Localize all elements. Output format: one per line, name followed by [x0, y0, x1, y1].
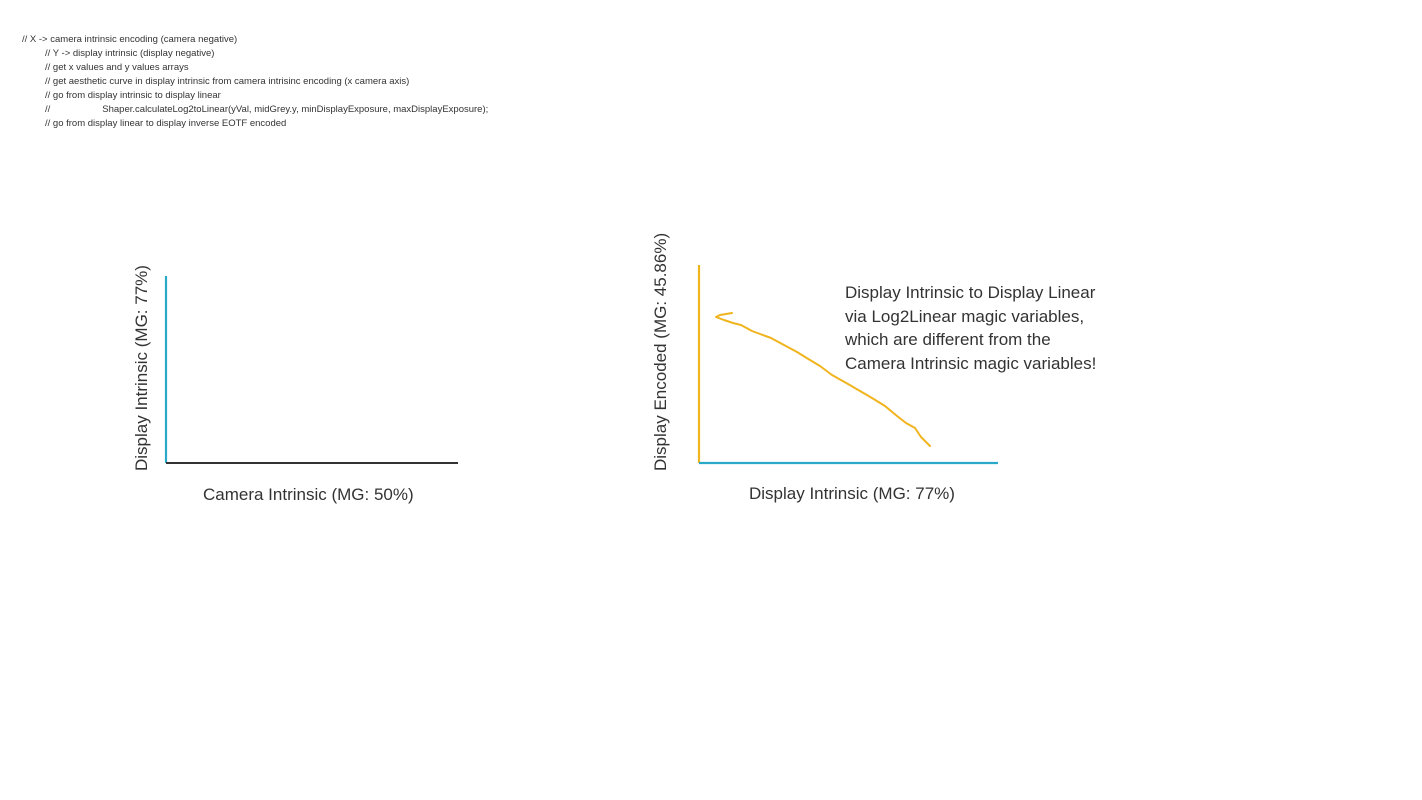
annotation-line: Camera Intrinsic magic variables! [845, 353, 1097, 373]
comment-line: // go from display intrinsic to display … [45, 90, 221, 101]
comment-line-with-call: // Shaper.calculateLog2toLinear(yVal, mid… [22, 103, 488, 117]
comment-slashes: // [45, 104, 51, 115]
left-x-axis-label: Camera Intrinsic (MG: 50%) [203, 485, 414, 504]
annotation-text: Display Intrinsic to Display Linear via … [845, 281, 1096, 375]
annotation-line: Display Intrinsic to Display Linear [845, 283, 1096, 302]
comment-line: // go from display linear to display inv… [45, 118, 287, 129]
comment-line: // get aesthetic curve in display intrin… [45, 76, 410, 87]
right-x-axis-label: Display Intrinsic (MG: 77%) [749, 484, 955, 503]
shaper-call: Shaper.calculateLog2toLinear(yVal, midGr… [102, 104, 489, 115]
comment-line: // X -> camera intrinsic encoding (camer… [22, 34, 238, 45]
annotation-line: which are different from the [845, 330, 1051, 349]
hand-drawn-curve [715, 312, 931, 447]
comment-line: // get x values and y values arrays [45, 62, 189, 73]
right-y-axis-label: Display Encoded (MG: 45.86%) [651, 232, 670, 471]
code-comments: // X -> camera intrinsic encoding (camer… [22, 33, 488, 131]
left-y-axis-label: Display Intrinsic (MG: 77%) [132, 265, 151, 471]
annotation-line: via Log2Linear magic variables, [845, 306, 1085, 326]
comment-line: // Y -> display intrinsic (display negat… [45, 48, 215, 59]
